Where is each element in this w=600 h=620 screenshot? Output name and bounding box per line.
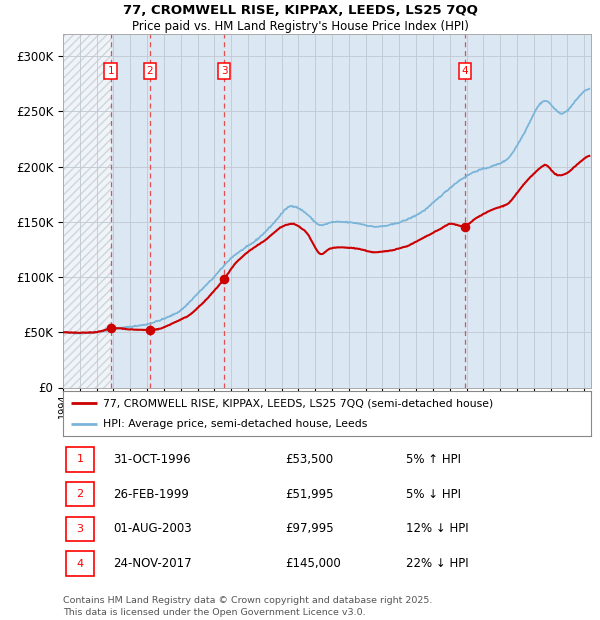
Text: 4: 4 (76, 559, 83, 569)
Text: 3: 3 (221, 66, 227, 76)
Text: 12% ↓ HPI: 12% ↓ HPI (406, 523, 469, 535)
Text: 1: 1 (107, 66, 114, 76)
Text: 5% ↑ HPI: 5% ↑ HPI (406, 453, 461, 466)
Text: 22% ↓ HPI: 22% ↓ HPI (406, 557, 469, 570)
Point (220, 274, 229, 284)
Text: 3: 3 (76, 524, 83, 534)
Text: 1: 1 (76, 454, 83, 464)
Text: 77, CROMWELL RISE, KIPPAX, LEEDS, LS25 7QQ (semi-detached house): 77, CROMWELL RISE, KIPPAX, LEEDS, LS25 7… (103, 398, 493, 409)
Text: 77, CROMWELL RISE, KIPPAX, LEEDS, LS25 7QQ: 77, CROMWELL RISE, KIPPAX, LEEDS, LS25 7… (122, 4, 478, 17)
Text: 01-AUG-2003: 01-AUG-2003 (113, 523, 192, 535)
Text: 2: 2 (76, 489, 83, 499)
Text: 2: 2 (146, 66, 153, 76)
Text: Price paid vs. HM Land Registry's House Price Index (HPI): Price paid vs. HM Land Registry's House … (131, 20, 469, 33)
Text: 5% ↓ HPI: 5% ↓ HPI (406, 488, 461, 500)
Text: £53,500: £53,500 (285, 453, 333, 466)
Text: £97,995: £97,995 (285, 523, 334, 535)
Text: HPI: Average price, semi-detached house, Leeds: HPI: Average price, semi-detached house,… (103, 418, 367, 429)
Text: £51,995: £51,995 (285, 488, 333, 500)
Text: 4: 4 (461, 66, 468, 76)
FancyBboxPatch shape (66, 551, 94, 576)
Text: £145,000: £145,000 (285, 557, 341, 570)
Text: 24-NOV-2017: 24-NOV-2017 (113, 557, 192, 570)
FancyBboxPatch shape (66, 516, 94, 541)
Text: 26-FEB-1999: 26-FEB-1999 (113, 488, 189, 500)
FancyBboxPatch shape (66, 447, 94, 472)
Bar (63, 34, 110, 388)
FancyBboxPatch shape (66, 482, 94, 507)
Point (460, 223, 470, 232)
Text: Contains HM Land Registry data © Crown copyright and database right 2025.
This d: Contains HM Land Registry data © Crown c… (63, 596, 433, 617)
Point (145, 325, 155, 335)
Text: 31-OCT-1996: 31-OCT-1996 (113, 453, 191, 466)
Point (106, 324, 115, 334)
